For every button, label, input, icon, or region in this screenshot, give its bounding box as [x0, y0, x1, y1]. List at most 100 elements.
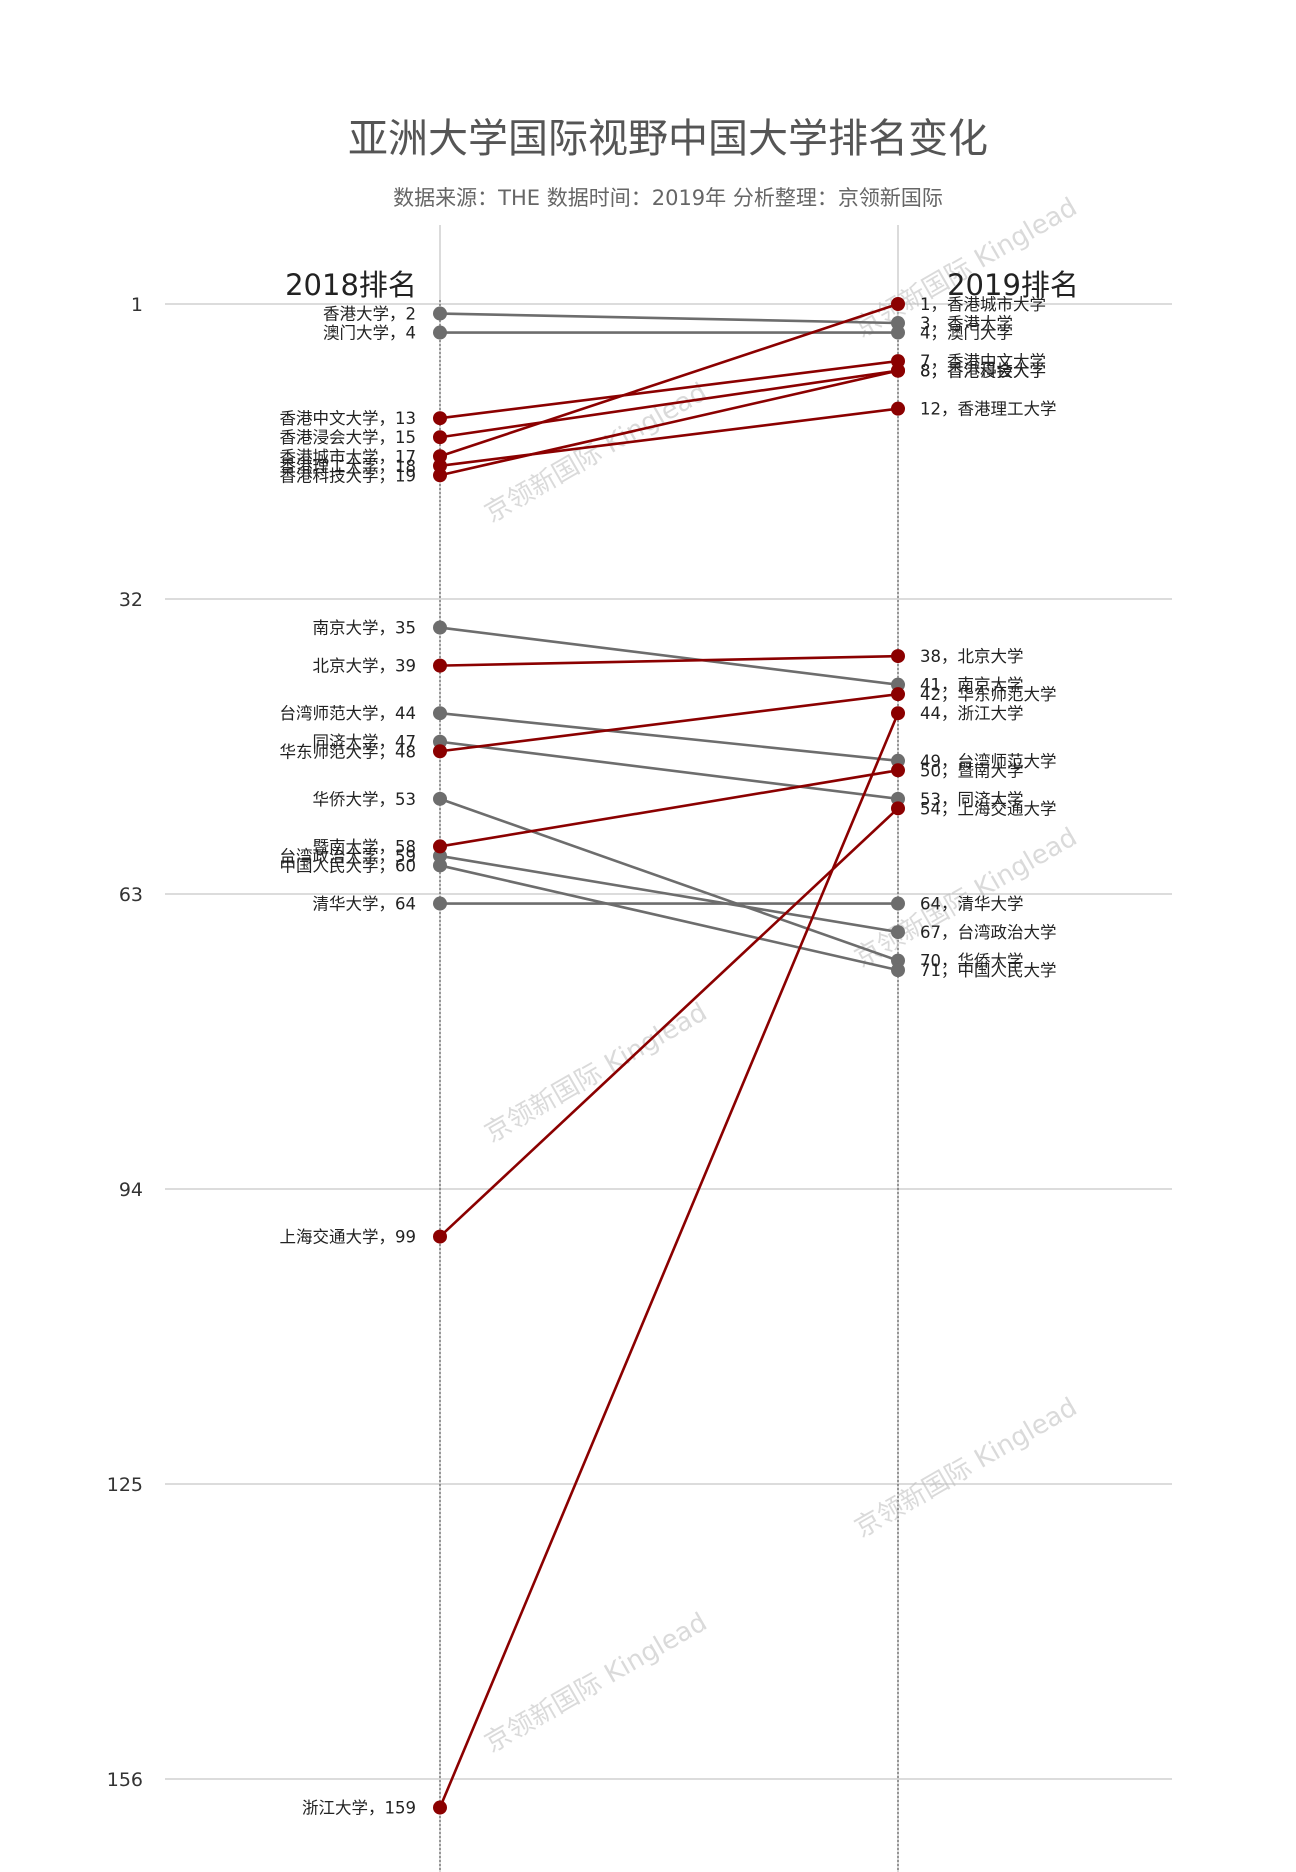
column-header-2018: 2018排名: [285, 268, 417, 302]
label-2018: 香港城市大学，17: [280, 447, 417, 466]
column-header-2019: 2019排名: [947, 268, 1079, 302]
series-points: [433, 297, 905, 1815]
point-2018: [433, 458, 447, 473]
label-2018: 台湾政治大学，59: [280, 847, 417, 866]
series-line: [439, 302, 899, 458]
point-2018: [433, 411, 447, 426]
label-2019: 53，同济大学: [920, 790, 1024, 809]
label-2019: 49，台湾师范大学: [920, 752, 1057, 771]
label-2019: 67，台湾政治大学: [920, 923, 1057, 942]
label-2018: 华侨大学，53: [313, 790, 417, 809]
y-tick-label: 156: [107, 1769, 143, 1791]
y-tick-label: 32: [119, 589, 143, 611]
label-2019: 12，香港理工大学: [920, 400, 1057, 419]
point-2019: [891, 706, 905, 721]
label-2018: 上海交通大学，99: [280, 1228, 417, 1247]
point-2019: [891, 687, 905, 702]
label-2018: 中国人民大学，60: [280, 856, 417, 875]
series-line: [439, 369, 899, 439]
point-2019: [891, 801, 905, 816]
series-line: [439, 807, 899, 1238]
point-2018: [433, 896, 447, 911]
point-2019: [891, 297, 905, 311]
label-2019: 4，澳门大学: [920, 324, 1013, 343]
point-2018: [433, 839, 447, 854]
point-2019: [891, 325, 905, 340]
label-2018: 香港科技大学，19: [280, 466, 417, 485]
point-2018: [433, 1229, 447, 1244]
point-2019: [891, 649, 905, 664]
label-2018: 香港大学，2: [323, 305, 416, 324]
y-tick-label: 125: [107, 1474, 143, 1496]
label-2018: 香港浸会大学，15: [280, 428, 417, 447]
label-2018: 台湾师范大学，44: [280, 704, 417, 723]
y-tick-label: 1: [131, 294, 143, 316]
label-2019: 3，香港大学: [920, 314, 1013, 333]
label-2019: 38，北京大学: [920, 647, 1024, 666]
point-2018: [433, 325, 447, 340]
series-line: [439, 797, 899, 962]
watermark: 京领新国际 Kinglead: [480, 997, 713, 1149]
label-2019: 50，暨南大学: [920, 761, 1024, 780]
point-2018: [433, 306, 447, 321]
series-line: [439, 654, 899, 667]
label-2018: 北京大学，39: [313, 657, 417, 676]
series-line: [439, 854, 899, 934]
label-2018: 清华大学，64: [313, 895, 417, 914]
series-line: [439, 359, 899, 420]
label-2018: 浙江大学，159: [302, 1799, 416, 1818]
label-2018: 香港理工大学，18: [280, 457, 417, 476]
point-2019: [891, 401, 905, 416]
point-2018: [433, 658, 447, 673]
y-tick-label: 94: [119, 1179, 143, 1201]
label-2018: 香港中文大学，13: [280, 409, 417, 428]
series-line: [439, 626, 899, 686]
series-line: [439, 769, 899, 848]
label-2019: 8，香港科技大学: [920, 362, 1046, 381]
label-2018: 同济大学，47: [313, 733, 417, 752]
series-line: [439, 692, 899, 753]
point-2019: [891, 963, 905, 978]
column-axes: [439, 225, 899, 1872]
series-lines: [438, 302, 900, 1809]
label-2019: 41，南京大学: [920, 676, 1024, 695]
label-2019: 71，中国人民大学: [920, 961, 1057, 980]
point-2019: [891, 363, 905, 378]
series-line: [439, 711, 899, 763]
series-line: [439, 864, 899, 972]
point-2018: [433, 706, 447, 721]
label-2019: 70，华侨大学: [920, 952, 1024, 971]
series-line: [439, 407, 899, 468]
point-2019: [891, 896, 905, 911]
chart-subtitle: 数据来源：THE 数据时间：2019年 分析整理：京领新国际: [393, 186, 943, 210]
label-2018: 华东师范大学，48: [280, 742, 417, 761]
label-2019: 64，清华大学: [920, 895, 1024, 914]
series-line: [439, 312, 899, 325]
series-line: [439, 369, 899, 477]
point-2018: [433, 791, 447, 806]
label-2019: 44，浙江大学: [920, 704, 1024, 723]
label-2019: 54，上海交通大学: [920, 799, 1057, 818]
point-2018: [433, 620, 447, 635]
label-2018: 南京大学，35: [313, 619, 417, 638]
point-2018: [433, 430, 447, 445]
point-2018: [433, 858, 447, 873]
label-2019: 7，香港中文大学: [920, 352, 1046, 371]
point-2018: [433, 744, 447, 759]
chart-title: 亚洲大学国际视野中国大学排名变化: [348, 116, 988, 162]
y-tick-label: 63: [119, 884, 143, 906]
label-2019: 8，香港浸会大学: [920, 362, 1046, 381]
point-2019: [891, 763, 905, 778]
gridlines: 1 32 63 94 125 156: [107, 294, 1172, 1791]
label-2019: 1，香港城市大学: [920, 295, 1046, 314]
label-2018: 暨南大学，58: [313, 837, 417, 856]
series-line: [438, 712, 900, 1809]
point-2019: [891, 925, 905, 940]
label-2019: 42，华东师范大学: [920, 685, 1057, 704]
label-2018: 澳门大学，4: [323, 324, 416, 343]
series-line: [439, 740, 899, 801]
point-2018: [433, 1800, 447, 1815]
